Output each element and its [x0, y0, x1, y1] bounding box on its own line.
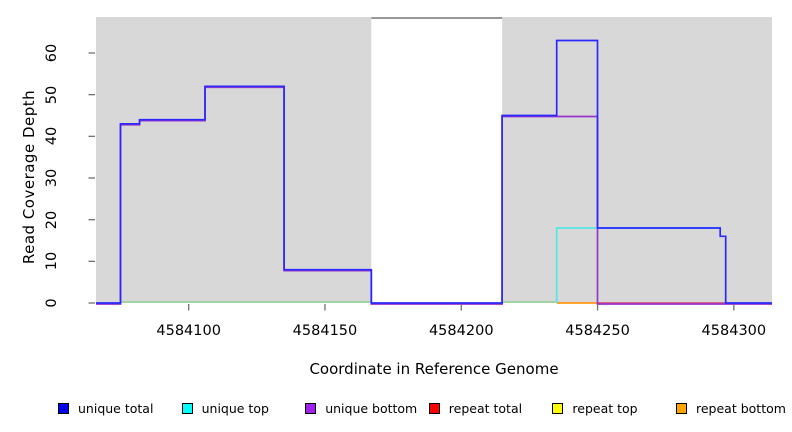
y-tick-label: 10: [44, 252, 60, 271]
legend-label: repeat bottom: [696, 400, 786, 416]
legend-label: repeat top: [572, 400, 638, 416]
y-tick-label: 0: [44, 298, 60, 308]
series-line-unique-total: [96, 39, 772, 304]
y-tick-label: 20: [44, 210, 60, 229]
y-tick-label: 40: [44, 127, 60, 146]
legend-swatch-icon: [305, 402, 317, 414]
legend-item: repeat bottom: [676, 399, 786, 417]
legend-item: unique total: [58, 399, 153, 417]
legend-swatch-icon: [552, 402, 564, 414]
y-tick-label: 30: [44, 168, 60, 188]
x-tick-label: 4584150: [292, 323, 358, 339]
x-tick-label: 4584250: [565, 323, 630, 339]
legend-swatch-icon: [58, 402, 69, 414]
legend-item: repeat total: [428, 399, 523, 417]
shaded-region: [96, 17, 372, 303]
legend-swatch-icon: [428, 402, 440, 414]
x-tick-label: 4584100: [156, 323, 221, 339]
y-tick-label: 60: [44, 43, 60, 63]
x-axis-tick-labels: 4584100 4584150 4584200 4584250 4584300: [0, 323, 792, 341]
legend-label: unique top: [201, 400, 269, 416]
legend-swatch-icon: [181, 402, 193, 414]
x-tick-label: 4584300: [701, 323, 767, 339]
y-tick-label: 50: [44, 85, 60, 104]
x-tick-label: 4584200: [428, 323, 494, 339]
x-axis-title: Coordinate in Reference Genome: [309, 360, 559, 378]
shaded-region: [502, 17, 772, 303]
chart-legend: unique total unique top unique bottom repea…: [0, 399, 792, 419]
legend-label: unique bottom: [325, 400, 418, 416]
legend-label: repeat total: [448, 400, 523, 416]
y-axis-title: Read Coverage Depth: [20, 89, 38, 265]
y-axis-tick-labels: 0 10 20 30 40 50 60: [0, 0, 80, 320]
legend-item: unique bottom: [305, 399, 417, 417]
legend-item: unique top: [181, 399, 269, 417]
legend-item: repeat top: [552, 399, 638, 417]
legend-swatch-icon: [676, 402, 687, 414]
legend-label: unique total: [78, 400, 154, 416]
